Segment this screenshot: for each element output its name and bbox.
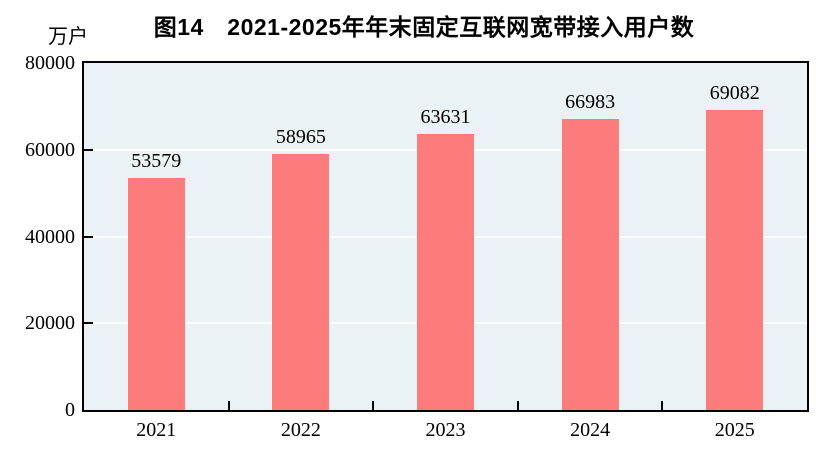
y-axis-unit-label: 万户 [48,26,88,48]
chart-title: 图14 2021-2025年年末固定互联网宽带接入用户数 [153,14,695,40]
bar [561,119,619,410]
bar-value-label: 69082 [709,82,760,105]
y-axis-tick-label: 80000 [25,52,75,74]
bar-value-label: 53579 [131,149,182,172]
x-axis-tick-label: 2023 [425,419,466,441]
y-axis-tick-label: 0 [65,399,75,421]
y-axis-tick-label: 40000 [25,225,75,248]
bar-value-label: 63631 [420,106,471,129]
bar [127,177,185,410]
x-axis-tick-label: 2021 [136,419,177,441]
bar [272,154,330,410]
y-axis-tick-label: 20000 [25,312,75,335]
y-axis-tick-label: 60000 [25,138,75,161]
bar [417,134,474,410]
x-axis-tick [516,401,519,410]
x-axis-tick-label: 2025 [714,419,755,441]
plot-area: 53579 58965 63631 66983 69082 [82,61,809,412]
x-axis-tick-label: 2024 [570,419,611,441]
x-axis-tick [661,401,664,410]
y-axis-tick [84,322,93,325]
bar-value-label: 66983 [565,91,616,114]
y-axis-tick [84,148,93,151]
x-axis-tick-label: 2022 [280,419,321,441]
bar-value-label: 58965 [275,126,326,149]
x-axis-tick [372,401,375,410]
bar [706,110,764,410]
y-axis-tick [84,235,93,238]
x-axis-tick [227,401,230,410]
